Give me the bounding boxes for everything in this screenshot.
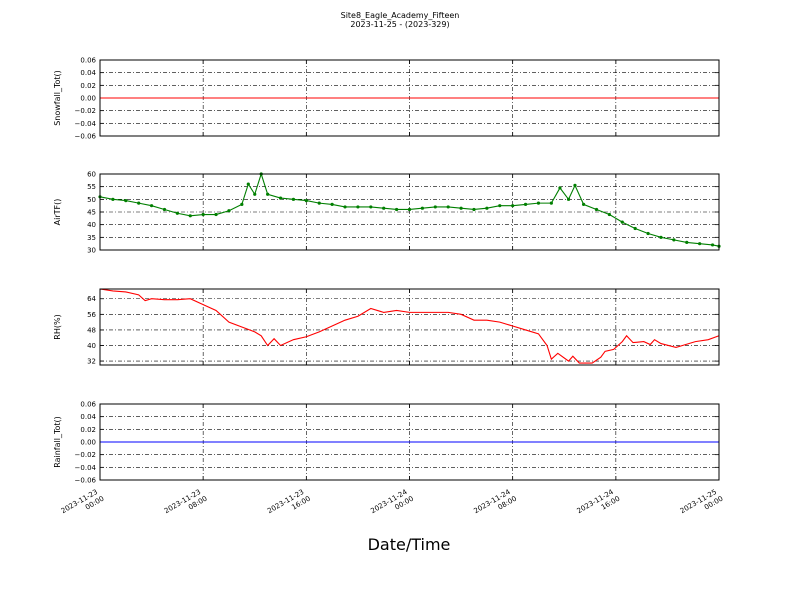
data-point <box>149 204 154 208</box>
y-tick-label: −0.02 <box>75 451 96 459</box>
y-tick-label: 64 <box>87 295 96 303</box>
chart-title: Site8_Eagle_Academy_Fifteen <box>341 11 460 20</box>
y-tick-label: 50 <box>87 196 96 204</box>
y-tick-label: 60 <box>87 171 96 179</box>
plot-frame <box>99 173 720 251</box>
y-tick-label: 0.02 <box>80 82 96 90</box>
data-point <box>433 205 437 209</box>
data-point <box>356 205 360 209</box>
data-point <box>188 214 192 218</box>
y-tick-label: −0.02 <box>75 107 96 115</box>
data-point <box>498 204 502 208</box>
data-point <box>710 243 715 247</box>
data-point <box>246 182 250 186</box>
y-axis-label: RH(%) <box>53 314 62 339</box>
data-point <box>485 206 489 210</box>
y-tick-label: 40 <box>87 221 96 229</box>
data-point <box>566 197 571 201</box>
data-point <box>240 202 244 206</box>
y-tick-label: 0.04 <box>80 413 96 421</box>
x-tick-label: 2023-11-23 08:00 <box>163 487 209 523</box>
data-point <box>685 240 689 244</box>
y-tick-label: 45 <box>87 209 96 217</box>
x-tick-label: 2023-11-25 00:00 <box>679 487 725 523</box>
y-tick-label: −0.04 <box>75 120 97 128</box>
plot-frame <box>99 403 720 481</box>
data-point <box>253 192 257 196</box>
data-point <box>511 204 515 208</box>
data-point <box>620 220 624 224</box>
x-tick-label: 2023-11-24 16:00 <box>576 487 622 523</box>
data-point <box>369 205 373 209</box>
data-point <box>607 212 611 217</box>
y-tick-label: 0.06 <box>80 401 96 409</box>
y-tick-label: −0.06 <box>75 133 97 141</box>
y-tick-label: −0.04 <box>75 464 97 472</box>
data-point <box>646 231 650 236</box>
data-point <box>214 212 218 217</box>
data-point <box>175 211 179 215</box>
data-point <box>536 201 541 205</box>
data-point <box>558 186 562 190</box>
y-tick-label: 55 <box>87 183 96 191</box>
data-point <box>523 202 528 206</box>
data-point <box>549 201 553 205</box>
data-point <box>594 207 599 212</box>
plot-frame <box>99 288 720 366</box>
data-point <box>291 197 296 201</box>
y-tick-label: 0.04 <box>80 69 96 77</box>
data-point <box>201 212 205 217</box>
x-tick-label: 2023-11-23 00:00 <box>60 487 106 523</box>
data-point <box>227 209 231 213</box>
y-tick-label: 0.00 <box>80 439 96 447</box>
data-point <box>395 207 399 212</box>
data-point <box>633 226 637 231</box>
data-point <box>407 207 412 212</box>
y-tick-label: 0.02 <box>80 426 96 434</box>
y-tick-label: 40 <box>87 342 96 350</box>
data-point <box>266 192 270 196</box>
x-tick-label: 2023-11-24 08:00 <box>473 487 519 523</box>
data-point <box>581 202 586 206</box>
y-axis-label: Rainfall_Tot() <box>53 416 62 468</box>
data-point <box>330 202 334 206</box>
data-point <box>698 242 702 246</box>
data-point <box>124 199 128 203</box>
data-point <box>420 206 424 210</box>
y-tick-label: 0.06 <box>80 57 96 65</box>
data-point <box>137 201 141 205</box>
data-point <box>317 201 321 205</box>
plot-frame <box>99 59 720 137</box>
y-tick-label: 35 <box>87 234 96 242</box>
y-axis-label: Snowfall_Tot() <box>53 70 62 126</box>
data-point <box>304 199 308 203</box>
data-point <box>659 235 663 239</box>
x-axis-label: Date/Time <box>368 535 451 554</box>
data-point <box>672 238 676 242</box>
data-point <box>343 205 347 209</box>
data-point <box>162 207 167 212</box>
data-line <box>99 288 720 364</box>
x-tick-label: 2023-11-24 00:00 <box>369 487 415 523</box>
data-point <box>111 197 115 201</box>
y-tick-label: −0.06 <box>75 477 97 485</box>
y-tick-label: 32 <box>87 358 96 366</box>
y-tick-label: 30 <box>87 247 96 255</box>
y-tick-label: 56 <box>87 311 96 319</box>
data-point <box>459 206 463 210</box>
y-axis-label: AirTF() <box>53 199 62 226</box>
y-tick-label: 0.00 <box>80 95 96 103</box>
chart-subtitle: 2023-11-25 - (2023-329) <box>350 20 449 29</box>
y-tick-label: 48 <box>87 326 96 334</box>
data-point <box>573 183 577 187</box>
x-tick-label: 2023-11-23 16:00 <box>266 487 312 523</box>
data-point <box>472 207 476 212</box>
data-point <box>278 196 283 200</box>
data-point <box>382 206 386 210</box>
data-point <box>446 205 450 209</box>
